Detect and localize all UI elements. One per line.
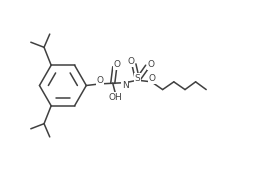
Text: O: O bbox=[148, 74, 155, 83]
Text: O: O bbox=[97, 76, 104, 85]
Text: N: N bbox=[122, 81, 129, 90]
Text: O: O bbox=[148, 60, 154, 69]
Text: OH: OH bbox=[109, 93, 123, 102]
Text: O: O bbox=[114, 60, 121, 69]
Text: S: S bbox=[135, 74, 140, 83]
Text: O: O bbox=[127, 57, 134, 66]
